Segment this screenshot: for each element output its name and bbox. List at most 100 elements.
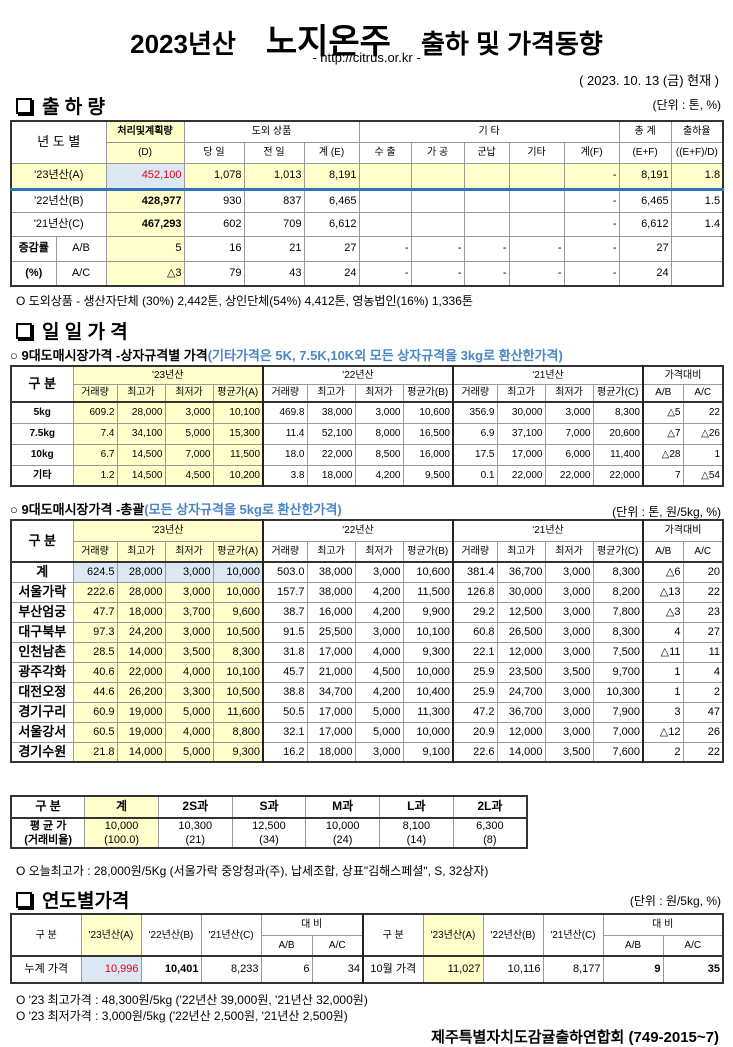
table-row: 부산엄궁 47.7 18,000 3,700 9,600 38.7 16,000 4,200 9… (10, 601, 724, 623)
table-cell: 11,600 (212, 701, 264, 723)
header-label: 구 분 (10, 365, 74, 403)
table-cell: 1,013 (243, 162, 305, 190)
header-compare: 가격대비 (642, 365, 724, 385)
header-ac: A/C (682, 540, 724, 563)
table-cell (670, 260, 724, 287)
table-cell: 10,300 (158, 818, 233, 833)
table-row: 경기구리 60.9 19,000 5,000 11,600 50.5 17,000 5,000… (10, 701, 724, 723)
table-cell: 9,500 (402, 464, 454, 487)
high-price-note: O '23 최고가격 : 48,300원/5kg ('22년산 39,000원,… (16, 993, 368, 1007)
table-cell: - (563, 188, 620, 213)
header-avg: 평균가(C) (592, 383, 644, 403)
table-cell: 21.8 (72, 741, 118, 763)
table-cell: 3,000 (544, 581, 594, 603)
section-title: 연도별가격 (42, 891, 130, 912)
table-cell: 19,000 (116, 721, 166, 743)
table-cell: 10,400 (402, 681, 454, 703)
section-shipment: 출 하 량 (16, 92, 105, 119)
table-cell: 3 (642, 701, 684, 723)
table-cell: 19,000 (116, 701, 166, 723)
unit-label: (단위 : 톤, %) (652, 98, 721, 112)
table-cell: 29.2 (452, 601, 498, 623)
table-cell (463, 211, 510, 237)
size-header: 계 (84, 795, 159, 819)
outside-note: O 도외상품 - 생산자단체 (30%) 2,442톤, 상인단체(54%) 4… (16, 294, 473, 308)
table-cell: - (508, 235, 565, 262)
subtitle-text: ○ 9대도매시장가격 -총괄 (10, 502, 145, 517)
header-label: 구 분 (10, 519, 74, 563)
table-cell: 34,700 (306, 681, 356, 703)
table-cell: 47.2 (452, 701, 498, 723)
header-label: 구 분 (362, 913, 424, 957)
table-cell: 6,465 (303, 188, 360, 213)
table-row: 대구북부 97.3 24,200 3,000 10,500 91.5 25,500 3,000… (10, 621, 724, 643)
table-cell: 17,000 (306, 721, 356, 743)
table-cell: 126.8 (452, 581, 498, 603)
row-label: 광주각화 (10, 661, 74, 683)
header-max: 최고가 (496, 540, 546, 563)
table-cell (358, 211, 412, 237)
header-export: 수 출 (358, 141, 412, 164)
table-cell: 1 (682, 443, 724, 466)
table-row: 서울강서 60.5 19,000 4,000 8,800 32.1 17,000 5,000 1… (10, 721, 724, 743)
table-cell: 10,600 (402, 401, 454, 424)
table-cell: 14,000 (496, 741, 546, 763)
table-cell: 44.6 (72, 681, 118, 703)
table-cell: - (410, 235, 465, 262)
table-cell: 91.5 (262, 621, 308, 643)
table-cell: (14) (379, 833, 454, 848)
table-cell: 12,000 (496, 721, 546, 743)
header-outside: 도외 상품 (183, 120, 360, 143)
table-cell: 60.9 (72, 701, 118, 723)
table-cell: 3,000 (544, 601, 594, 623)
table-row: 인천남촌 28.5 14,000 3,500 8,300 31.8 17,000 4,000 9… (10, 641, 724, 663)
row-label: 인천남촌 (10, 641, 74, 663)
table-cell: 16,500 (402, 422, 454, 445)
row-label: '23년산(A) (10, 162, 107, 190)
table-cell: 10,100 (212, 661, 264, 683)
site-url[interactable]: - http://citrus.or.kr - (312, 50, 421, 65)
table-cell: 3,000 (164, 561, 214, 583)
table-cell: 3,700 (164, 601, 214, 623)
table-cell: 3,000 (354, 401, 404, 424)
header-row: 구 분 '23년산 '22년산 '21년산 가격대비 (10, 519, 724, 563)
table-cell: 52,100 (306, 422, 356, 445)
header-ab: A/B (260, 934, 313, 957)
row-label: (거래비율) (11, 833, 86, 848)
table-cell: 18.0 (262, 443, 308, 466)
table-cell: 6 (260, 955, 313, 984)
header-ac: A/C (311, 934, 364, 957)
header-ac: A/C (682, 383, 724, 403)
table-cell: 1 (642, 681, 684, 703)
header-vol: 거래량 (262, 540, 308, 563)
table-cell: - (563, 162, 620, 190)
table-cell: 79 (183, 260, 245, 287)
table-cell: 5,000 (164, 701, 214, 723)
table-cell: 36,700 (496, 701, 546, 723)
today-high-note: O 오늘최고가 : 28,000원/5Kg (서울가락 중앙청과(주), 납세조… (16, 864, 489, 878)
table-cell: △54 (682, 464, 724, 487)
box-price-table: 구 분 '23년산 '22년산 '21년산 가격대비 거래량 최고가 최저가 평균가(A) 거래량… (10, 365, 724, 487)
header-c: '21년산(C) (542, 913, 604, 957)
table-cell: 12,000 (496, 641, 546, 663)
header-avg: 평균가(A) (212, 540, 264, 563)
table-cell: △11 (642, 641, 684, 663)
table-cell: 60.5 (72, 721, 118, 743)
table-cell: 16 (183, 235, 245, 262)
table-cell: △5 (642, 401, 684, 424)
table-cell: 22,000 (496, 464, 546, 487)
header-row: A/B A/C A/B A/C (11, 934, 724, 957)
table-cell: 10,000 (305, 818, 381, 833)
market-price-table: 구 분 '23년산 '22년산 '21년산 가격대비 거래량 최고가 최저가 평균가(A) 거래량… (10, 519, 724, 763)
table-cell: 38,000 (306, 561, 356, 583)
size-header: 2S과 (157, 795, 233, 819)
size-header: 2L과 (452, 795, 528, 819)
table-cell: 8,191 (303, 162, 360, 190)
table-cell: 10,100 (212, 401, 264, 424)
table-cell: 27 (303, 235, 360, 262)
header-sum-e: 계 (E) (303, 141, 360, 164)
table-cell: 31.8 (262, 641, 308, 663)
row-label: 기타 (10, 464, 74, 487)
table-cell: 5,000 (354, 721, 404, 743)
